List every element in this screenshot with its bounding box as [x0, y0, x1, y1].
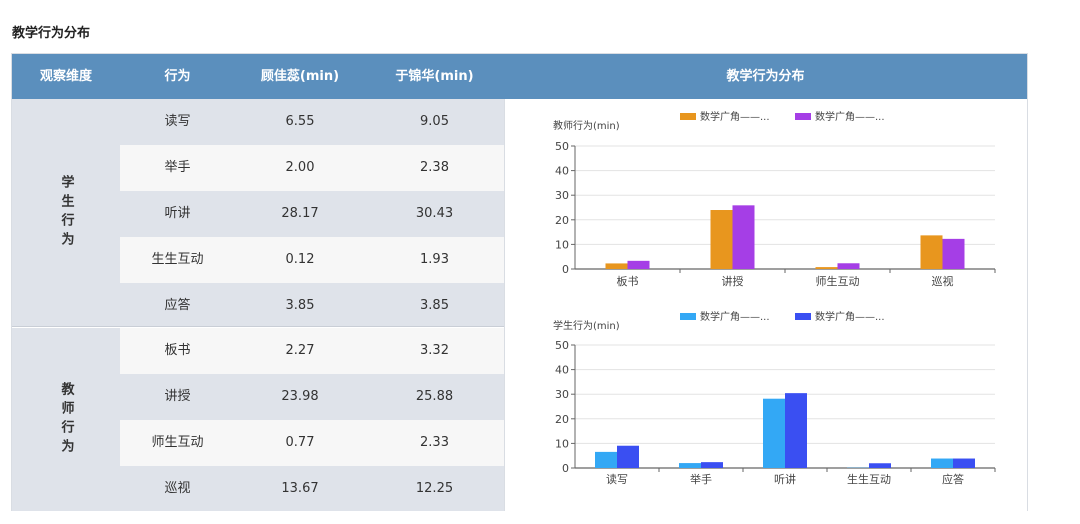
x-tick-label: 听讲 — [774, 472, 796, 486]
teacher2-value: 9.05 — [420, 114, 449, 129]
bar — [920, 235, 943, 269]
y-tick-label: 40 — [555, 165, 569, 178]
x-tick-label: 读写 — [606, 472, 628, 486]
legend-swatch — [680, 313, 696, 320]
teacher1-value: 0.12 — [285, 252, 315, 267]
behavior-cell: 巡视 — [164, 481, 191, 496]
teacher2-value: 12.25 — [415, 481, 454, 496]
bar — [617, 445, 639, 468]
y-tick-label: 10 — [555, 437, 569, 450]
table-row: 读写 6.55 9.05 — [120, 99, 504, 145]
group-student-behavior: 学生行为 — [12, 99, 120, 327]
table-row: 板书 2.27 3.32 — [120, 328, 504, 374]
behavior-cell: 生生互动 — [151, 252, 204, 267]
legend-swatch — [680, 113, 696, 120]
x-tick-label: 巡视 — [932, 274, 954, 288]
bar — [869, 463, 891, 468]
chart-area: 数学广角——... 数学广角——... 教师行为(min) 0 10 20 30 40 50 板书… — [504, 99, 1027, 511]
bar — [815, 267, 838, 269]
table-row: 听讲 28.17 30.43 — [120, 191, 504, 237]
teacher2-value: 30.43 — [415, 206, 454, 221]
bar — [942, 238, 965, 269]
y-axis-label: 学生行为(min) — [553, 319, 620, 332]
chart-2: 数学广角——... 数学广角——... 学生行为(min) 0 10 20 30 40 50 读写… — [553, 310, 996, 486]
teacher2-value: 3.85 — [420, 298, 449, 313]
charts-svg: 数学广角——... 数学广角——... 教师行为(min) 0 10 20 30 40 50 板书… — [553, 110, 996, 486]
behavior-cell: 讲授 — [164, 389, 191, 404]
bar — [605, 263, 628, 269]
behavior-cell: 师生互动 — [151, 435, 204, 450]
teacher1-value: 2.27 — [285, 343, 315, 358]
teacher1-value: 23.98 — [281, 389, 319, 404]
teacher1-value: 0.77 — [285, 435, 315, 450]
table-row: 巡视 13.67 12.25 — [120, 466, 504, 511]
header-teacher1: 顾佳蕊(min) — [260, 69, 340, 84]
y-tick-label: 30 — [555, 189, 569, 202]
teacher2-value: 2.33 — [420, 435, 449, 450]
header-behavior: 行为 — [164, 69, 191, 84]
x-tick-label: 应答 — [942, 472, 964, 486]
teacher2-value: 2.38 — [420, 160, 449, 175]
y-tick-label: 50 — [555, 339, 569, 352]
x-tick-label: 师生互动 — [816, 274, 860, 288]
chart-1: 数学广角——... 数学广角——... 教师行为(min) 0 10 20 30 40 50 板书… — [553, 110, 996, 288]
bar — [763, 398, 785, 468]
bar — [701, 462, 723, 468]
bar — [710, 210, 733, 269]
y-tick-label: 0 — [562, 462, 569, 475]
table-header: 观察维度 行为 顾佳蕊(min) 于锦华(min) 教学行为分布 — [12, 54, 1027, 99]
x-tick-label: 生生互动 — [847, 472, 891, 486]
table-row: 举手 2.00 2.38 — [120, 145, 504, 191]
behavior-cell: 举手 — [164, 160, 191, 175]
bar — [785, 393, 807, 468]
table-row: 应答 3.85 3.85 — [120, 283, 504, 327]
legend-label: 数学广角——... — [815, 310, 885, 323]
behavior-cell: 读写 — [164, 114, 191, 129]
teacher2-value: 25.88 — [415, 389, 454, 404]
legend-label: 数学广角——... — [700, 310, 770, 323]
header-dimension: 观察维度 — [39, 69, 92, 84]
legend-label: 数学广角——... — [815, 110, 885, 123]
teacher1-value: 3.85 — [285, 298, 315, 313]
y-tick-label: 10 — [555, 238, 569, 251]
teacher1-value: 6.55 — [285, 114, 315, 129]
bar — [732, 205, 755, 269]
y-tick-label: 20 — [555, 214, 569, 227]
x-tick-label: 举手 — [690, 472, 712, 486]
legend-swatch — [795, 313, 811, 320]
teacher1-value: 2.00 — [285, 160, 315, 175]
bar — [837, 263, 860, 269]
table-row: 生生互动 0.12 1.93 — [120, 237, 504, 283]
teacher1-value: 13.67 — [281, 481, 319, 496]
y-axis-label: 教师行为(min) — [553, 119, 620, 132]
teacher2-value: 3.32 — [420, 343, 449, 358]
page-title: 教学行为分布 — [12, 26, 91, 41]
behavior-cell: 应答 — [164, 298, 191, 313]
behavior-cell: 听讲 — [164, 206, 191, 221]
y-tick-label: 0 — [562, 263, 569, 276]
header-teacher2: 于锦华(min) — [395, 69, 474, 84]
teacher2-value: 1.93 — [420, 252, 449, 267]
legend-swatch — [795, 113, 811, 120]
teacher1-value: 28.17 — [281, 206, 319, 221]
table-row: 师生互动 0.77 2.33 — [120, 420, 504, 466]
bar — [595, 451, 617, 468]
behavior-cell: 板书 — [164, 343, 191, 358]
y-tick-label: 40 — [555, 364, 569, 377]
y-tick-label: 50 — [555, 140, 569, 153]
bar — [931, 458, 953, 468]
behavior-panel: 观察维度 行为 顾佳蕊(min) 于锦华(min) 教学行为分布 学生行为 教师… — [11, 53, 1028, 511]
x-tick-label: 板书 — [617, 274, 639, 288]
bar — [679, 463, 701, 468]
bar — [627, 260, 650, 269]
y-tick-label: 20 — [555, 413, 569, 426]
y-tick-label: 30 — [555, 388, 569, 401]
header-chart: 教学行为分布 — [726, 69, 805, 84]
table-row: 讲授 23.98 25.88 — [120, 374, 504, 420]
x-tick-label: 讲授 — [722, 274, 744, 288]
group-teacher-behavior: 教师行为 — [12, 328, 120, 511]
bar — [953, 458, 975, 468]
legend-label: 数学广角——... — [700, 110, 770, 123]
